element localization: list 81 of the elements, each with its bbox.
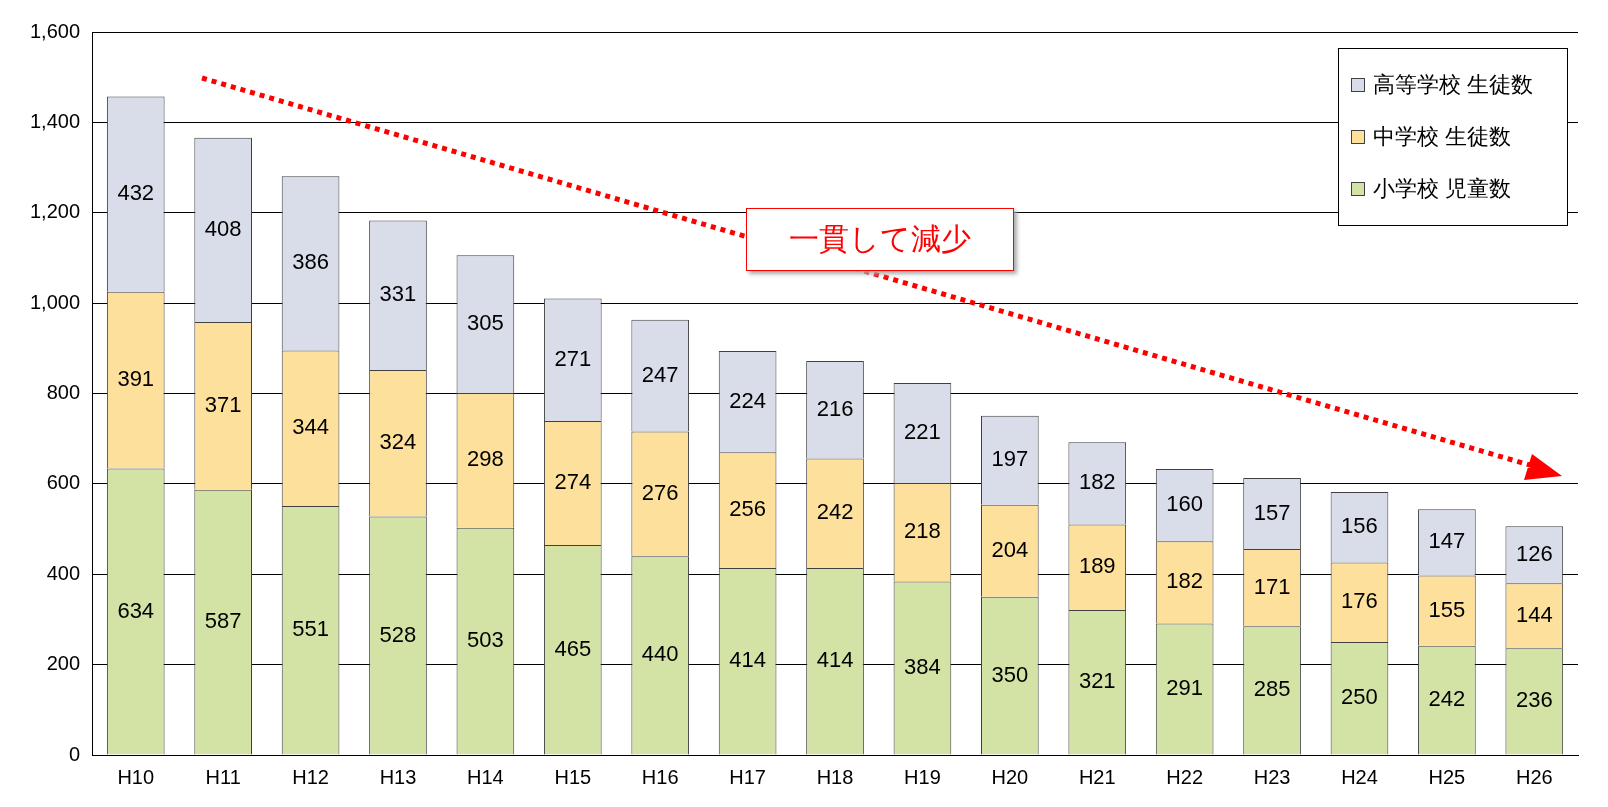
data-label: 414 [729, 647, 766, 673]
data-label: 171 [1253, 573, 1291, 599]
data-label: 250 [1341, 684, 1378, 710]
data-label: 242 [1428, 686, 1466, 712]
data-label: 503 [467, 627, 504, 653]
x-tick-label: H19 [904, 765, 941, 788]
data-label: 176 [1341, 588, 1378, 614]
data-label: 147 [1428, 528, 1466, 554]
data-label: 634 [117, 597, 155, 623]
data-label: 224 [729, 387, 766, 413]
y-tick-label: 1,000 [29, 290, 81, 313]
data-label: 344 [292, 414, 329, 440]
data-label: 155 [1428, 596, 1466, 622]
x-tick-label: H17 [729, 765, 766, 788]
data-label: 182 [1166, 568, 1204, 594]
data-label: 384 [904, 654, 941, 680]
x-tick-label: H25 [1428, 765, 1466, 788]
data-label: 216 [816, 395, 854, 421]
x-tick-label: H23 [1253, 765, 1291, 788]
data-label: 236 [1515, 687, 1553, 713]
data-label: 221 [904, 419, 941, 445]
x-tick-label: H15 [554, 765, 592, 788]
data-label: 144 [1515, 601, 1553, 627]
annotation: 一貫して減少 [746, 208, 1014, 271]
legend-label: 中学校 生徒数 [1372, 123, 1511, 151]
x-tick-label: H12 [292, 765, 329, 788]
data-label: 391 [117, 366, 155, 392]
data-label: 242 [816, 499, 854, 525]
x-tick-label: H24 [1341, 765, 1378, 788]
data-label: 408 [204, 215, 242, 241]
y-tick-label: 400 [46, 561, 81, 584]
data-label: 465 [554, 635, 592, 661]
data-label: 414 [816, 647, 854, 673]
data-label: 156 [1341, 513, 1378, 539]
data-label: 197 [991, 446, 1029, 472]
data-label: 321 [1078, 668, 1116, 694]
data-label: 386 [292, 249, 329, 275]
y-tick-label: 800 [46, 381, 81, 404]
data-label: 371 [204, 391, 242, 417]
data-label: 182 [1078, 469, 1116, 495]
legend-label: 小学校 児童数 [1372, 175, 1511, 203]
data-label: 432 [117, 180, 155, 206]
data-label: 285 [1253, 676, 1291, 702]
data-label: 305 [467, 310, 504, 336]
data-label: 298 [467, 446, 504, 472]
y-tick-label: 0 [68, 742, 81, 765]
x-tick-label: H14 [467, 765, 504, 788]
data-label: 160 [1166, 491, 1204, 517]
x-tick-label: H18 [816, 765, 854, 788]
x-tick-label: H10 [117, 765, 155, 788]
data-label: 291 [1166, 675, 1204, 701]
data-label: 551 [292, 616, 329, 642]
legend-label: 高等学校 生徒数 [1372, 71, 1533, 99]
data-label: 350 [991, 661, 1029, 687]
data-label: 271 [554, 345, 592, 371]
data-label: 587 [204, 608, 242, 634]
x-tick-label: H16 [641, 765, 679, 788]
data-label: 126 [1515, 540, 1553, 566]
data-label: 189 [1078, 553, 1116, 579]
data-label: 274 [554, 469, 592, 495]
data-label: 331 [379, 281, 417, 307]
x-tick-label: H26 [1515, 765, 1553, 788]
y-tick-label: 1,400 [29, 109, 81, 132]
data-label: 218 [904, 518, 941, 544]
y-tick-label: 1,200 [29, 200, 81, 223]
y-tick-label: 200 [46, 652, 81, 675]
x-tick-label: H22 [1166, 765, 1204, 788]
x-tick-label: H20 [991, 765, 1029, 788]
x-tick-label: H21 [1078, 765, 1116, 788]
data-label: 324 [379, 429, 417, 455]
y-tick-label: 1,600 [29, 19, 81, 42]
data-label: 440 [641, 641, 679, 667]
data-label: 204 [991, 536, 1029, 562]
y-tick-label: 600 [46, 471, 81, 494]
data-label: 247 [641, 361, 679, 387]
data-label: 276 [641, 479, 679, 505]
x-tick-label: H13 [379, 765, 417, 788]
data-label: 256 [729, 496, 766, 522]
data-label: 157 [1253, 499, 1291, 525]
data-label: 528 [379, 621, 417, 647]
x-tick-label: H11 [205, 765, 241, 788]
